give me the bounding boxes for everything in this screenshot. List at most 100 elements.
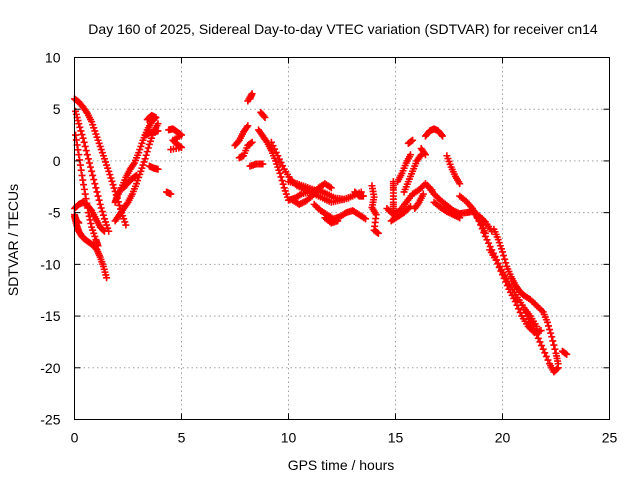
data-series-track-28 xyxy=(389,178,397,215)
data-series-track-16 xyxy=(235,138,256,162)
x-tick-label: 25 xyxy=(602,430,618,446)
data-point xyxy=(72,136,80,144)
data-point xyxy=(541,349,549,357)
data-point xyxy=(76,156,84,164)
data-point xyxy=(88,167,96,175)
data-point xyxy=(82,195,90,203)
data-series-track-36 xyxy=(417,145,429,159)
data-point xyxy=(563,350,571,358)
data-point xyxy=(75,120,83,128)
data-point xyxy=(74,146,82,154)
data-point xyxy=(542,352,550,360)
data-point xyxy=(108,177,116,185)
x-tick-label: 15 xyxy=(388,430,404,446)
data-series-track-07 xyxy=(111,113,160,206)
data-series-track-42 xyxy=(490,225,562,368)
data-point xyxy=(501,255,509,263)
data-point xyxy=(279,180,287,188)
data-point xyxy=(544,356,552,364)
data-point xyxy=(78,171,86,179)
data-point xyxy=(319,188,327,196)
plot-frame xyxy=(74,57,610,420)
data-point xyxy=(537,327,545,335)
x-tick-labels: 0 5 10 15 20 25 xyxy=(71,430,618,446)
data-point xyxy=(439,132,447,140)
data-point xyxy=(533,331,541,339)
data-point xyxy=(93,188,101,196)
data-point xyxy=(536,338,544,346)
data-point xyxy=(96,200,104,208)
y-tick-label: -25 xyxy=(40,412,60,428)
y-tick-label: 0 xyxy=(53,153,61,169)
data-series-track-13 xyxy=(165,125,185,154)
data-point xyxy=(421,151,429,159)
data-point xyxy=(95,196,103,204)
data-point xyxy=(244,122,252,130)
data-series-track-24 xyxy=(310,200,370,223)
data-point xyxy=(259,160,267,168)
chart-grid xyxy=(74,57,610,420)
data-point xyxy=(261,113,269,121)
data-point xyxy=(143,148,151,156)
data-point xyxy=(84,155,92,163)
data-point xyxy=(90,176,98,184)
data-point xyxy=(133,171,141,179)
data-point xyxy=(98,208,106,216)
data-series-track-10 xyxy=(145,162,162,173)
data-point xyxy=(550,341,558,349)
data-series-track-38 xyxy=(430,198,464,222)
data-point xyxy=(546,326,554,334)
data-point xyxy=(485,239,493,247)
data-point xyxy=(334,217,342,225)
data-point xyxy=(538,342,546,350)
data-point xyxy=(499,271,506,279)
data-point xyxy=(92,184,100,192)
data-point xyxy=(106,171,114,179)
data-point xyxy=(154,127,162,135)
data-point xyxy=(87,163,95,171)
data-series-track-17 xyxy=(244,90,256,105)
data-series-track-06 xyxy=(71,211,83,227)
data-point xyxy=(547,329,555,337)
data-point xyxy=(80,138,88,146)
data-series-track-12 xyxy=(143,111,160,124)
y-axis-label: SDTVAR / TECUs xyxy=(5,184,21,296)
data-point xyxy=(154,165,162,173)
y-tick-label: -20 xyxy=(40,360,60,376)
data-series-track-25 xyxy=(321,214,342,227)
data-point xyxy=(142,151,150,159)
data-point xyxy=(551,345,559,353)
data-series-track-15 xyxy=(231,122,252,149)
data-point xyxy=(492,256,500,264)
y-tick-label: 5 xyxy=(53,101,61,117)
y-tick-label: -15 xyxy=(40,308,60,324)
data-point xyxy=(109,181,117,189)
data-point xyxy=(278,177,286,185)
data-point xyxy=(246,95,254,103)
data-point xyxy=(167,146,175,154)
data-point xyxy=(75,219,83,227)
y-tick-label: -10 xyxy=(40,256,60,272)
y-tick-label: -5 xyxy=(48,205,61,221)
data-series-track-27 xyxy=(368,182,382,237)
data-point xyxy=(115,201,123,209)
data-point xyxy=(97,204,105,212)
data-series-track-11 xyxy=(141,127,162,139)
data-point xyxy=(419,190,427,198)
data-point xyxy=(152,113,160,121)
data-point xyxy=(80,181,88,189)
data-point xyxy=(100,227,108,235)
data-point xyxy=(94,192,102,200)
data-point xyxy=(277,173,285,181)
data-point xyxy=(154,120,162,128)
data-point xyxy=(483,236,491,244)
data-point xyxy=(144,144,152,152)
data-point xyxy=(82,147,90,155)
data-point xyxy=(81,190,89,198)
y-tick-labels: -25 -20 -15 -10 -5 0 5 10 xyxy=(40,50,60,428)
data-point xyxy=(141,155,149,163)
data-point xyxy=(85,159,93,167)
x-tick-label: 20 xyxy=(495,430,511,446)
x-axis-label: GPS time / hours xyxy=(288,457,395,473)
